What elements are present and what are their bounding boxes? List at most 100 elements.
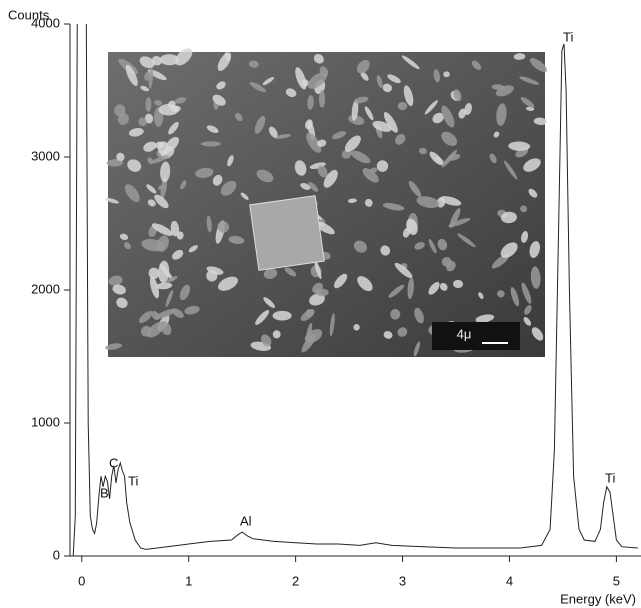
grain <box>206 125 219 133</box>
grain <box>519 76 540 85</box>
grain <box>439 282 448 291</box>
scale-box <box>432 322 520 350</box>
grain <box>394 262 413 279</box>
grain <box>503 160 518 180</box>
grain <box>416 196 440 209</box>
grain <box>501 211 517 224</box>
grain <box>175 48 193 66</box>
grain <box>403 85 414 107</box>
grain <box>228 235 245 245</box>
grain <box>489 153 497 164</box>
peak-label: Ti <box>563 29 573 44</box>
grain <box>124 242 131 250</box>
grain <box>318 90 326 108</box>
grain <box>395 134 406 145</box>
grain <box>360 71 369 81</box>
grain <box>156 235 169 252</box>
grain <box>528 188 538 198</box>
grain <box>114 104 126 117</box>
grain <box>158 260 170 283</box>
sem-inset: 4μ <box>105 48 548 357</box>
grain <box>413 341 421 357</box>
grain <box>138 117 147 127</box>
grain <box>138 311 153 324</box>
grain <box>440 196 462 206</box>
grain <box>533 117 547 126</box>
grain <box>334 273 348 289</box>
grain <box>272 310 292 321</box>
grain <box>414 242 425 250</box>
grain <box>520 97 535 108</box>
grain <box>418 147 427 155</box>
x-axis-label: Energy (keV) <box>560 591 636 606</box>
grain <box>216 81 226 90</box>
grain <box>443 71 450 78</box>
grain <box>263 268 278 279</box>
grain <box>105 343 123 350</box>
grain <box>428 282 440 295</box>
grain <box>364 106 374 121</box>
grain <box>308 182 319 192</box>
grain <box>184 305 200 315</box>
peak-label: Ti <box>605 470 615 485</box>
grain <box>167 100 176 109</box>
y-tick-label: 4000 <box>31 15 60 30</box>
grain <box>387 74 401 84</box>
grain <box>212 94 226 106</box>
grain <box>437 238 448 251</box>
grain <box>441 150 457 168</box>
grain <box>309 162 326 170</box>
grain <box>151 155 169 164</box>
x-tick-label: 1 <box>185 573 192 588</box>
grain <box>170 220 180 237</box>
grain <box>274 133 291 139</box>
grain <box>530 266 541 289</box>
grain <box>526 106 535 111</box>
grain <box>235 112 243 122</box>
grain <box>158 184 164 190</box>
grain <box>140 85 150 92</box>
grain <box>329 313 335 337</box>
grain <box>356 59 370 74</box>
grain <box>453 279 464 289</box>
grain <box>428 238 437 254</box>
grain <box>255 310 270 325</box>
grain <box>284 267 297 277</box>
y-axis-label: Counts <box>8 7 50 22</box>
grain <box>206 266 224 275</box>
grain <box>524 304 532 315</box>
grain <box>149 276 160 299</box>
grain <box>380 245 391 256</box>
grain <box>105 197 119 204</box>
grain <box>407 277 414 300</box>
grain <box>520 205 528 213</box>
grain <box>294 160 307 176</box>
grain <box>414 307 424 324</box>
grain <box>364 198 373 207</box>
peak-label: B <box>100 485 109 500</box>
grain <box>493 131 500 138</box>
grain <box>370 167 378 173</box>
grain <box>529 58 548 73</box>
grain <box>314 259 322 280</box>
grain <box>531 327 544 341</box>
grain <box>125 64 138 87</box>
grain <box>256 169 274 183</box>
grain <box>154 100 163 106</box>
y-tick-label: 0 <box>53 547 60 562</box>
grain <box>496 103 507 126</box>
grain <box>382 83 393 93</box>
grain <box>124 184 140 203</box>
grain <box>148 267 160 280</box>
grain <box>108 275 123 286</box>
grain <box>165 290 174 307</box>
grain <box>116 152 125 162</box>
grain <box>347 198 357 203</box>
grain <box>312 282 323 294</box>
grain <box>344 135 361 152</box>
grain <box>212 174 223 186</box>
grain <box>307 72 327 89</box>
spectrum-line <box>71 24 638 556</box>
grain <box>155 141 164 149</box>
grain <box>388 284 405 298</box>
